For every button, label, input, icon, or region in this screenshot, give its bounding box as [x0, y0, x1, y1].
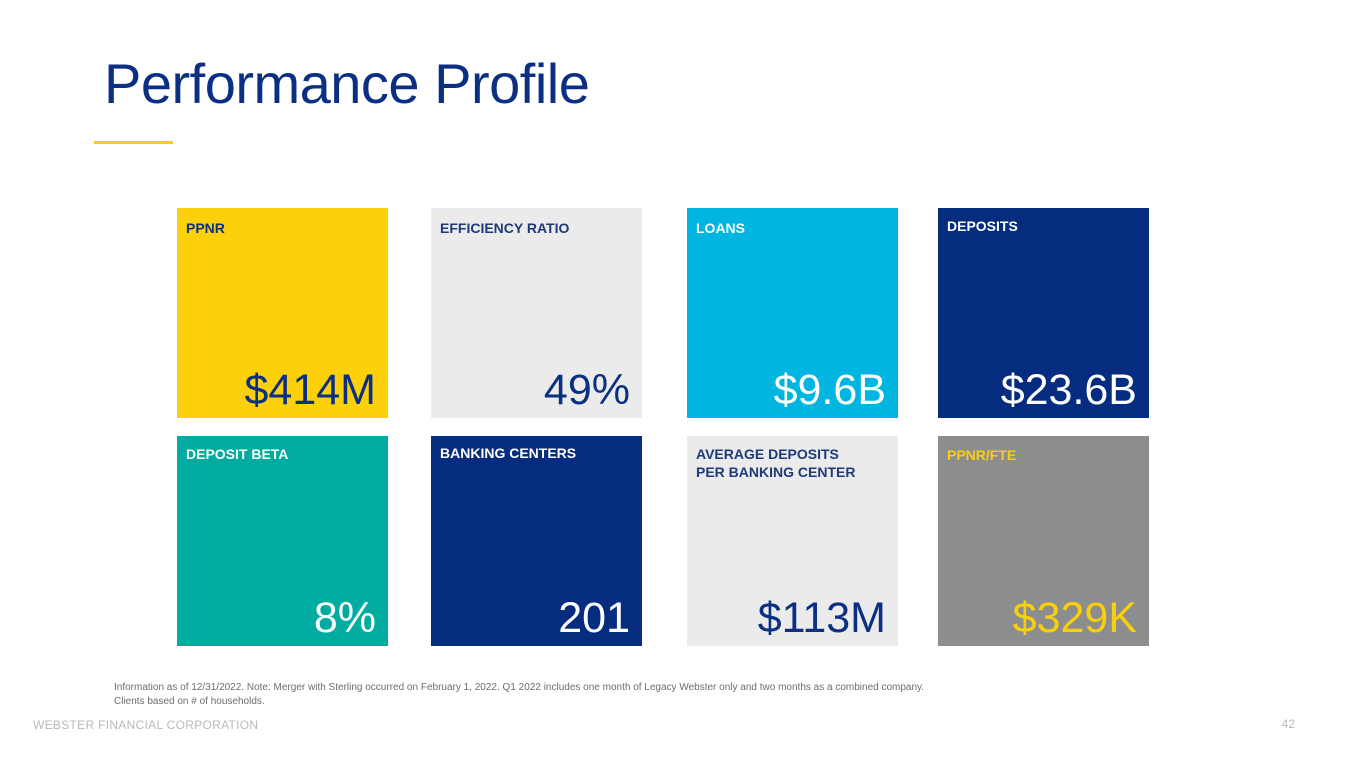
tile-banking-centers: BANKING CENTERS 201	[431, 436, 642, 646]
tile-efficiency-ratio-label: EFFICIENCY RATIO	[440, 220, 570, 236]
tile-deposit-beta-value: 8%	[313, 594, 376, 642]
tile-ppnr-label: PPNR	[186, 220, 225, 236]
tile-deposits-label: DEPOSITS	[947, 218, 1018, 234]
footnote: Information as of 12/31/2022. Note: Merg…	[114, 681, 924, 709]
tile-banking-centers-value: 201	[558, 594, 630, 642]
tile-deposits-value: $23.6B	[1000, 366, 1137, 414]
page-number: 42	[1281, 717, 1295, 731]
tile-average-deposits-value: $113M	[757, 594, 886, 642]
footer-company-name: WEBSTER FINANCIAL CORPORATION	[33, 718, 259, 732]
tile-ppnr-value: $414M	[244, 366, 376, 414]
footnote-line-1: Information as of 12/31/2022. Note: Merg…	[114, 682, 925, 693]
tile-deposit-beta: DEPOSIT BETA 8%	[177, 436, 388, 646]
tile-loans-label: LOANS	[696, 220, 745, 236]
title-underline-rule	[94, 141, 173, 144]
tile-loans: LOANS $9.6B	[687, 208, 898, 418]
tile-average-deposits-label: AVERAGE DEPOSITS PER BANKING CENTER	[696, 446, 856, 480]
footnote-line-2: Clients based on # of households.	[114, 696, 265, 707]
tile-ppnr-per-fte-value: $329K	[1012, 594, 1137, 642]
page-title: Performance Profile	[104, 52, 590, 115]
tile-deposits: DEPOSITS $23.6B	[938, 208, 1149, 418]
tile-average-deposits-per-banking-center: AVERAGE DEPOSITS PER BANKING CENTER $113…	[687, 436, 898, 646]
tile-loans-value: $9.6B	[773, 366, 886, 414]
tile-ppnr-per-fte-label: PPNR/FTE	[947, 447, 1017, 463]
tile-ppnr: PPNR $414M	[177, 208, 388, 418]
tile-deposit-beta-label: DEPOSIT BETA	[186, 446, 289, 462]
tile-banking-centers-label: BANKING CENTERS	[440, 445, 577, 461]
tile-ppnr-per-fte: PPNR/FTE $329K	[938, 436, 1149, 646]
tile-efficiency-ratio: EFFICIENCY RATIO 49%	[431, 208, 642, 418]
tile-efficiency-ratio-value: 49%	[543, 366, 630, 414]
